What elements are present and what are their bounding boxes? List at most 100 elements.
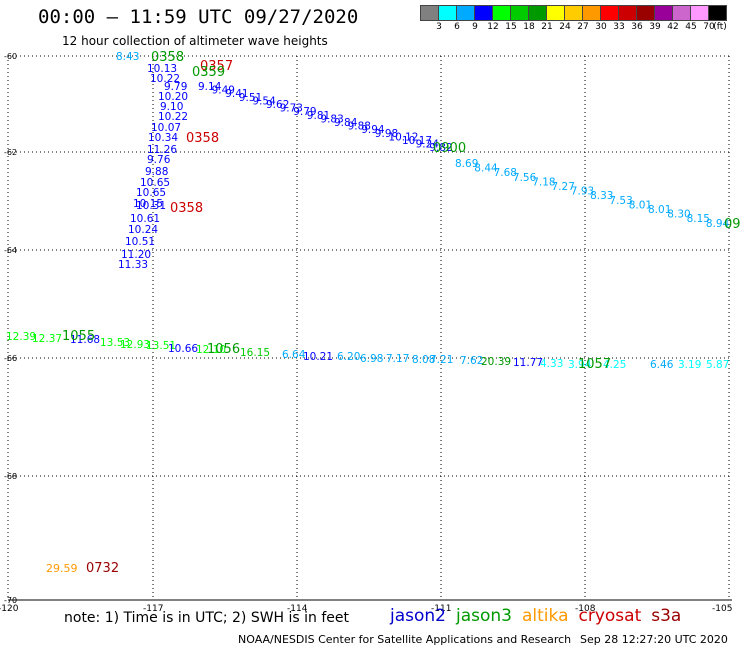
footer-credit: NOAA/NESDIS Center for Satellite Applica… [238, 633, 572, 646]
wave-height-label: 11.68 [70, 334, 100, 346]
wave-height-label: 9.10 [160, 101, 183, 113]
footer-timestamp: Sep 28 12:27:20 UTC 2020 [580, 633, 728, 646]
wave-height-label: 9.88 [348, 121, 371, 133]
wave-height-label: 9.83 [320, 113, 343, 125]
latitude-label: -68 [4, 472, 18, 481]
wave-height-label: 12.93 [120, 339, 150, 351]
wave-height-label: 10.31 [136, 200, 166, 212]
scale-label: 33 [613, 22, 625, 32]
wave-height-label: 10.17 [402, 135, 432, 147]
wave-height-label: 9.73 [280, 103, 303, 115]
scale-unit: (ft) [713, 22, 727, 32]
time-label: 1055 [62, 329, 95, 344]
wave-height-label: 12.37 [32, 333, 62, 345]
wave-height-label: 10.34 [148, 132, 178, 144]
scale-label: 12 [487, 22, 499, 32]
time-label: 0358 [170, 201, 203, 216]
scale-label: 30 [595, 22, 607, 32]
scale-label: 15 [505, 22, 517, 32]
wave-height-label: 7.18 [532, 176, 555, 188]
wave-height-label: 8.33 [590, 190, 613, 202]
graticule [7, 55, 732, 601]
wave-height-label: 12.39 [6, 331, 36, 343]
satellite-legend: jason2 jason3 altika cryosat s3a [390, 606, 691, 626]
wave-height-label: 10.61 [130, 213, 160, 225]
wave-height-label: 9.79 [164, 81, 187, 93]
wave-height-label: 10.24 [128, 224, 158, 236]
note-text: note: 1) Time is in UTC; 2) SWH is in fe… [64, 610, 350, 626]
wave-height-label: 5.87 [706, 359, 729, 371]
wave-height-label: 8.08 [412, 354, 435, 366]
wave-height-label: 9.79 [293, 106, 316, 118]
legend-entry-cryosat: cryosat [578, 606, 642, 626]
wave-height-label: 4.25 [603, 359, 626, 371]
time-label: 0358 [151, 50, 184, 65]
legend-entry-altika: altika [522, 606, 569, 626]
wave-height-label: 8.15 [687, 213, 710, 225]
wave-height-label: 9.62 [266, 99, 289, 111]
legend-entry-jason3: jason3 [456, 606, 512, 626]
scale-label: 45 [685, 22, 697, 32]
wave-height-label: 20.39 [481, 356, 511, 368]
time-label: 1057 [578, 357, 611, 372]
wave-height-label: 9.98 [375, 128, 398, 140]
wave-height-label: 7.17 [386, 353, 409, 365]
longitude-label: -117 [143, 604, 164, 614]
wave-height-label: 6.46 [650, 359, 674, 371]
wave-height-label: 10.07 [151, 122, 181, 134]
wave-height-label: 10.21 [303, 351, 333, 363]
scale-label: 6 [454, 22, 460, 32]
wave-height-label: 8.43 [116, 51, 139, 63]
wave-height-label: 9.88 [145, 166, 168, 178]
wave-height-label: 13.51 [146, 340, 176, 352]
time-label: 0900 [433, 141, 466, 156]
wave-height-label: 8.30 [667, 209, 690, 221]
time-label: 0732 [86, 561, 119, 576]
wave-height-label: 6.98 [360, 353, 383, 365]
wave-height-label: 8.01 [629, 199, 652, 211]
wave-height-label: 12.10 [196, 344, 226, 356]
wave-height-label: 3.19 [678, 359, 701, 371]
wave-height-label: 8.94 [706, 218, 730, 230]
page-subtitle: 12 hour collection of altimeter wave hei… [62, 34, 328, 48]
wave-height-label: 9.14 [198, 81, 222, 93]
wave-height-label: 9.51 [239, 92, 262, 104]
wave-height-label: 9.76 [147, 154, 171, 166]
wave-height-label: 10.15 [133, 198, 163, 210]
scale-label: 24 [559, 22, 571, 32]
wave-height-label: 11.33 [118, 259, 148, 271]
wave-height-label: 13.53 [100, 337, 130, 349]
wave-height-label: 7.68 [494, 167, 517, 179]
wave-height-label: 10.66 [168, 343, 198, 355]
wave-height-label: 11.77 [513, 357, 543, 369]
wave-height-label: 6.64 [282, 349, 306, 361]
time-label: 0359 [192, 65, 225, 80]
altimeter-tracks: 8.4310.1310.229.7910.209.1010.2210.0710.… [6, 50, 740, 576]
legend-entry-s3a: s3a [651, 606, 682, 626]
wave-height-label: 9.82 [429, 142, 452, 154]
time-label: 0357 [200, 59, 233, 74]
wave-height-label: 7.27 [552, 181, 575, 193]
wave-height-label: 10.12 [388, 131, 418, 143]
longitude-label: -105 [712, 604, 733, 614]
time-label: 09 [724, 217, 740, 232]
wave-height-label: 11.26 [147, 144, 177, 156]
latitude-label: -70 [4, 596, 18, 605]
scale-label: 18 [523, 22, 535, 32]
wave-height-label: 16.15 [240, 347, 270, 359]
wave-height-label: 8.01 [648, 204, 671, 216]
scale-label: 42 [667, 22, 679, 32]
wave-height-label: 9.54 [252, 95, 276, 107]
time-label: 0358 [186, 131, 219, 146]
scale-label: 21 [541, 22, 553, 32]
scale-label: 3 [436, 22, 442, 32]
scale-label: 70 [703, 22, 715, 32]
wave-height-label: 3.94 [568, 359, 592, 371]
wave-height-label: 9.24 [416, 139, 440, 151]
wave-height-label: 9.94 [361, 124, 385, 136]
wave-height-label: 10.51 [125, 236, 155, 248]
wave-height-label: 6.20 [337, 351, 360, 363]
page-title: 00:00 – 11:59 UTC 09/27/2020 [38, 6, 359, 28]
latitude-label: -64 [4, 246, 18, 255]
